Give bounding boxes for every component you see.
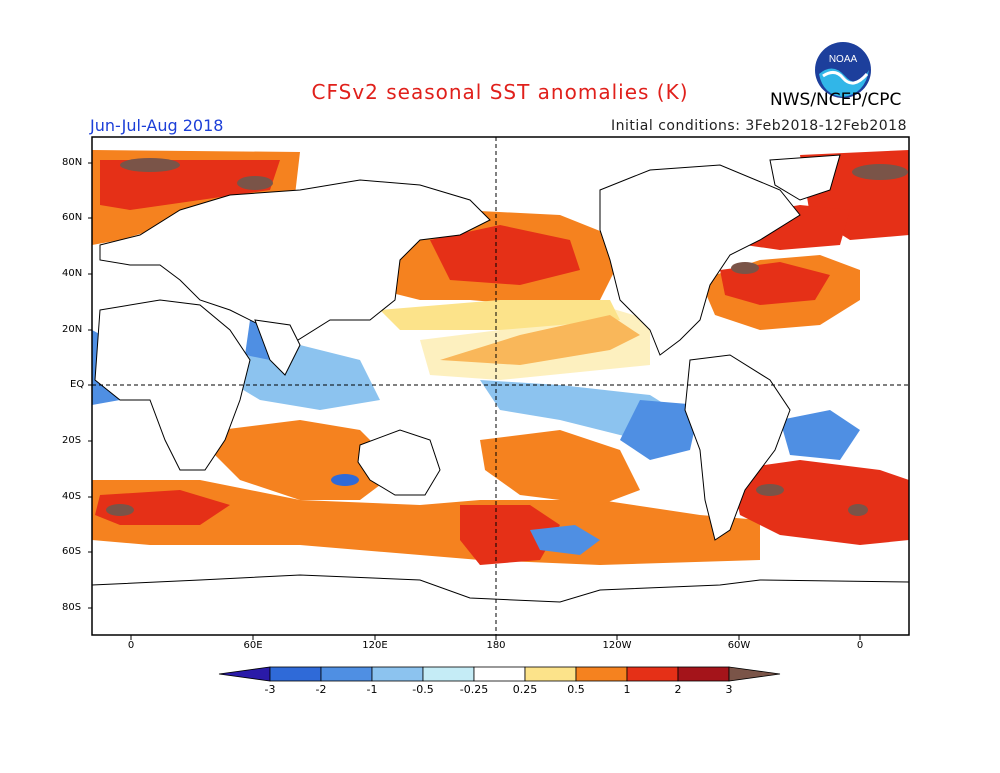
- colorbar-segment: [473, 666, 526, 682]
- lat-label: 40S: [62, 491, 82, 502]
- lon-label: 180: [486, 640, 506, 651]
- forecast-period: Jun-Jul-Aug 2018: [90, 116, 224, 135]
- lon-label: 120E: [362, 640, 388, 651]
- colorbar-segment: [422, 666, 475, 682]
- arctic-strong-anomaly-west: [100, 160, 280, 210]
- south-atlantic-brown-core: [756, 484, 784, 496]
- colorbar-label: 1: [623, 683, 631, 696]
- lat-label: 80S: [62, 602, 82, 613]
- logo-text: NOAA: [829, 54, 858, 65]
- east-pacific-cool: [620, 400, 700, 460]
- lat-label: EQ: [70, 379, 85, 390]
- arctic-brown-core-east: [852, 164, 908, 180]
- initial-conditions: Initial conditions: 3Feb2018-12Feb2018: [611, 118, 907, 134]
- lat-label: 20N: [62, 324, 83, 335]
- lat-label: 80N: [62, 157, 83, 168]
- lon-label: 0: [127, 640, 135, 651]
- south-atlantic-cool: [780, 410, 860, 460]
- tropical-pacific-yellow: [420, 305, 650, 380]
- colorbar-segment: [677, 666, 730, 682]
- lat-label: 40N: [62, 268, 83, 279]
- lon-ticks: [130, 635, 861, 640]
- lon-label: 120W: [602, 640, 632, 651]
- south-atlantic-warm: [730, 460, 909, 545]
- southern-ocean-strong: [95, 490, 230, 525]
- colorbar-label: -2: [315, 683, 327, 696]
- land-india: [254, 319, 301, 376]
- lon-label: 0: [856, 640, 864, 651]
- south-atlantic-brown-core-2: [848, 504, 868, 516]
- colorbar-label: 0.5: [567, 683, 585, 696]
- agency-label: NWS/NCEP/CPC: [770, 90, 902, 110]
- colorbar-label: -0.5: [412, 683, 434, 696]
- colorbar-segment: [524, 666, 577, 682]
- north-pacific-strong: [430, 225, 580, 285]
- lon-label: 60W: [727, 640, 751, 651]
- colorbar-label: -3: [264, 683, 276, 696]
- atlantic-brown-core: [731, 262, 759, 274]
- south-pacific-strong: [460, 505, 560, 565]
- land-north-america: [599, 164, 801, 356]
- map-frame: [91, 136, 910, 636]
- land-antarctica: [92, 574, 909, 635]
- colorbar-arrow-high: [728, 666, 781, 682]
- lon-label: 60E: [243, 640, 263, 651]
- land-greenland: [769, 154, 841, 201]
- colorbar-label: 2: [674, 683, 682, 696]
- colorbar-segment: [371, 666, 424, 682]
- indian-ocean-cool: [230, 345, 380, 410]
- land-south-america: [684, 354, 791, 541]
- colorbar-segment: [269, 666, 322, 682]
- south-pacific-warm: [480, 430, 640, 505]
- lat-label: 60N: [62, 212, 83, 223]
- land-eurasia: [99, 179, 491, 346]
- colorbar-segment: [320, 666, 373, 682]
- map-title: CFSv2 seasonal SST anomalies (K): [311, 80, 689, 104]
- arctic-brown-core: [120, 158, 180, 172]
- land-australia: [357, 429, 441, 496]
- south-indian-cool-patch: [331, 474, 359, 486]
- colorbar-label: 0.25: [512, 683, 538, 696]
- greenland-brown-core: [237, 176, 273, 190]
- southern-brown-core-west: [106, 504, 134, 516]
- lat-ticks: [88, 162, 92, 609]
- colorbar: [218, 666, 781, 682]
- colorbar-segment: [575, 666, 628, 682]
- colorbar-label: -0.25: [459, 683, 489, 696]
- colorbar-label: -1: [366, 683, 378, 696]
- colorbar-segment: [626, 666, 679, 682]
- colorbar-label: 3: [725, 683, 733, 696]
- noaa-logo: NOAA: [815, 42, 871, 98]
- lat-label: 60S: [62, 546, 82, 557]
- lat-label: 20S: [62, 435, 82, 446]
- colorbar-arrow-low: [218, 666, 271, 682]
- south-pacific-cool-patch: [530, 525, 600, 555]
